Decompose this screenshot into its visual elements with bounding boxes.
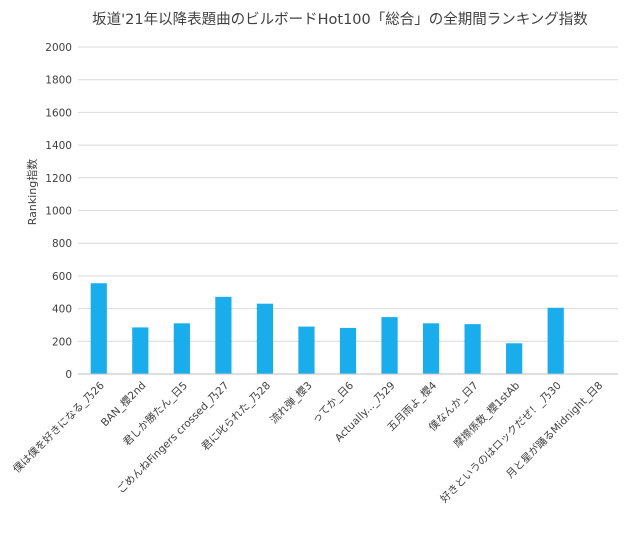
y-tick-label: 1800 [45, 75, 72, 87]
bar [547, 307, 564, 374]
y-tick-label: 0 [65, 369, 72, 381]
bar [173, 323, 190, 374]
y-tick-label: 1400 [45, 140, 72, 152]
y-tick-labels: 0 200 400 600 800 1000 1200 1400 1600 1800 2000 [45, 42, 72, 381]
bars [90, 283, 564, 374]
y-tick-label: 1000 [45, 206, 72, 218]
bar [422, 323, 440, 374]
x-tick-labels: 僕は僕を好きになる_乃26BAN_櫻2nd君しか勝たん_日5ごめんねFinger… [10, 379, 605, 506]
bar [215, 296, 232, 374]
y-axis-label: Ranking指数 [25, 159, 39, 226]
bar [506, 343, 523, 374]
y-tick-label: 1600 [45, 107, 72, 119]
bar [339, 327, 357, 374]
x-tick-label: 流れ弾_櫻3 [267, 379, 314, 426]
y-tick-label: 200 [52, 336, 72, 348]
y-tick-label: 2000 [45, 42, 72, 54]
chart-title: 坂道'21年以降表題曲のビルボードHot100「総合」の全期間ランキング指数 [92, 10, 588, 28]
y-tick-label: 1200 [45, 173, 72, 185]
x-tick-label: 僕は僕を好きになる_乃26 [10, 379, 107, 476]
bar [132, 327, 149, 374]
bar [381, 317, 398, 374]
bar [90, 283, 107, 374]
y-tick-label: 600 [52, 271, 72, 283]
bar [464, 324, 481, 374]
x-tick-label: 君に叱られた_乃28 [199, 380, 273, 454]
y-tick-label: 800 [52, 238, 72, 250]
bar [256, 303, 274, 374]
y-tick-label: 400 [52, 304, 72, 316]
grid-lines [78, 46, 618, 342]
bar [298, 326, 315, 374]
